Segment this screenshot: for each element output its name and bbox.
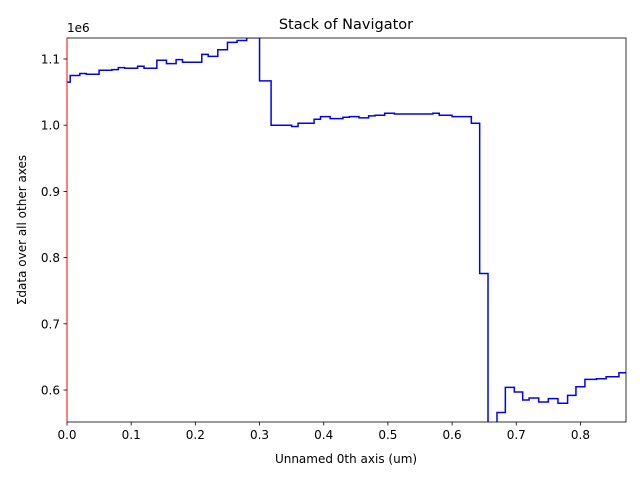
y-tick-label: 1.0 (41, 119, 60, 133)
x-tick-label: 0.2 (186, 428, 205, 442)
x-tick-label: 0.8 (571, 428, 590, 442)
x-tick-label: 0.1 (122, 428, 141, 442)
y-tick-label: 1.1 (41, 52, 60, 66)
x-tick-label: 0.4 (314, 428, 333, 442)
x-tick-label: 0.5 (378, 428, 397, 442)
x-tick-label: 0.3 (250, 428, 269, 442)
step-line (67, 38, 626, 422)
y-tick-label: 0.7 (41, 317, 60, 331)
axes-frame (66, 37, 627, 423)
x-axis-label: Unnamed 0th axis (um) (275, 452, 417, 466)
x-tick-label: 0.6 (443, 428, 462, 442)
y-tick-label: 0.6 (41, 384, 60, 398)
y-axis-label: Σdata over all other axes (15, 155, 29, 305)
y-tick-label: 0.9 (41, 185, 60, 199)
y-tick-label: 0.8 (41, 251, 60, 265)
offset-text: 1e6 (67, 21, 90, 35)
x-tick-label: 0.7 (507, 428, 526, 442)
chart-title: Stack of Navigator (279, 17, 413, 33)
x-tick-label: 0.0 (57, 428, 76, 442)
